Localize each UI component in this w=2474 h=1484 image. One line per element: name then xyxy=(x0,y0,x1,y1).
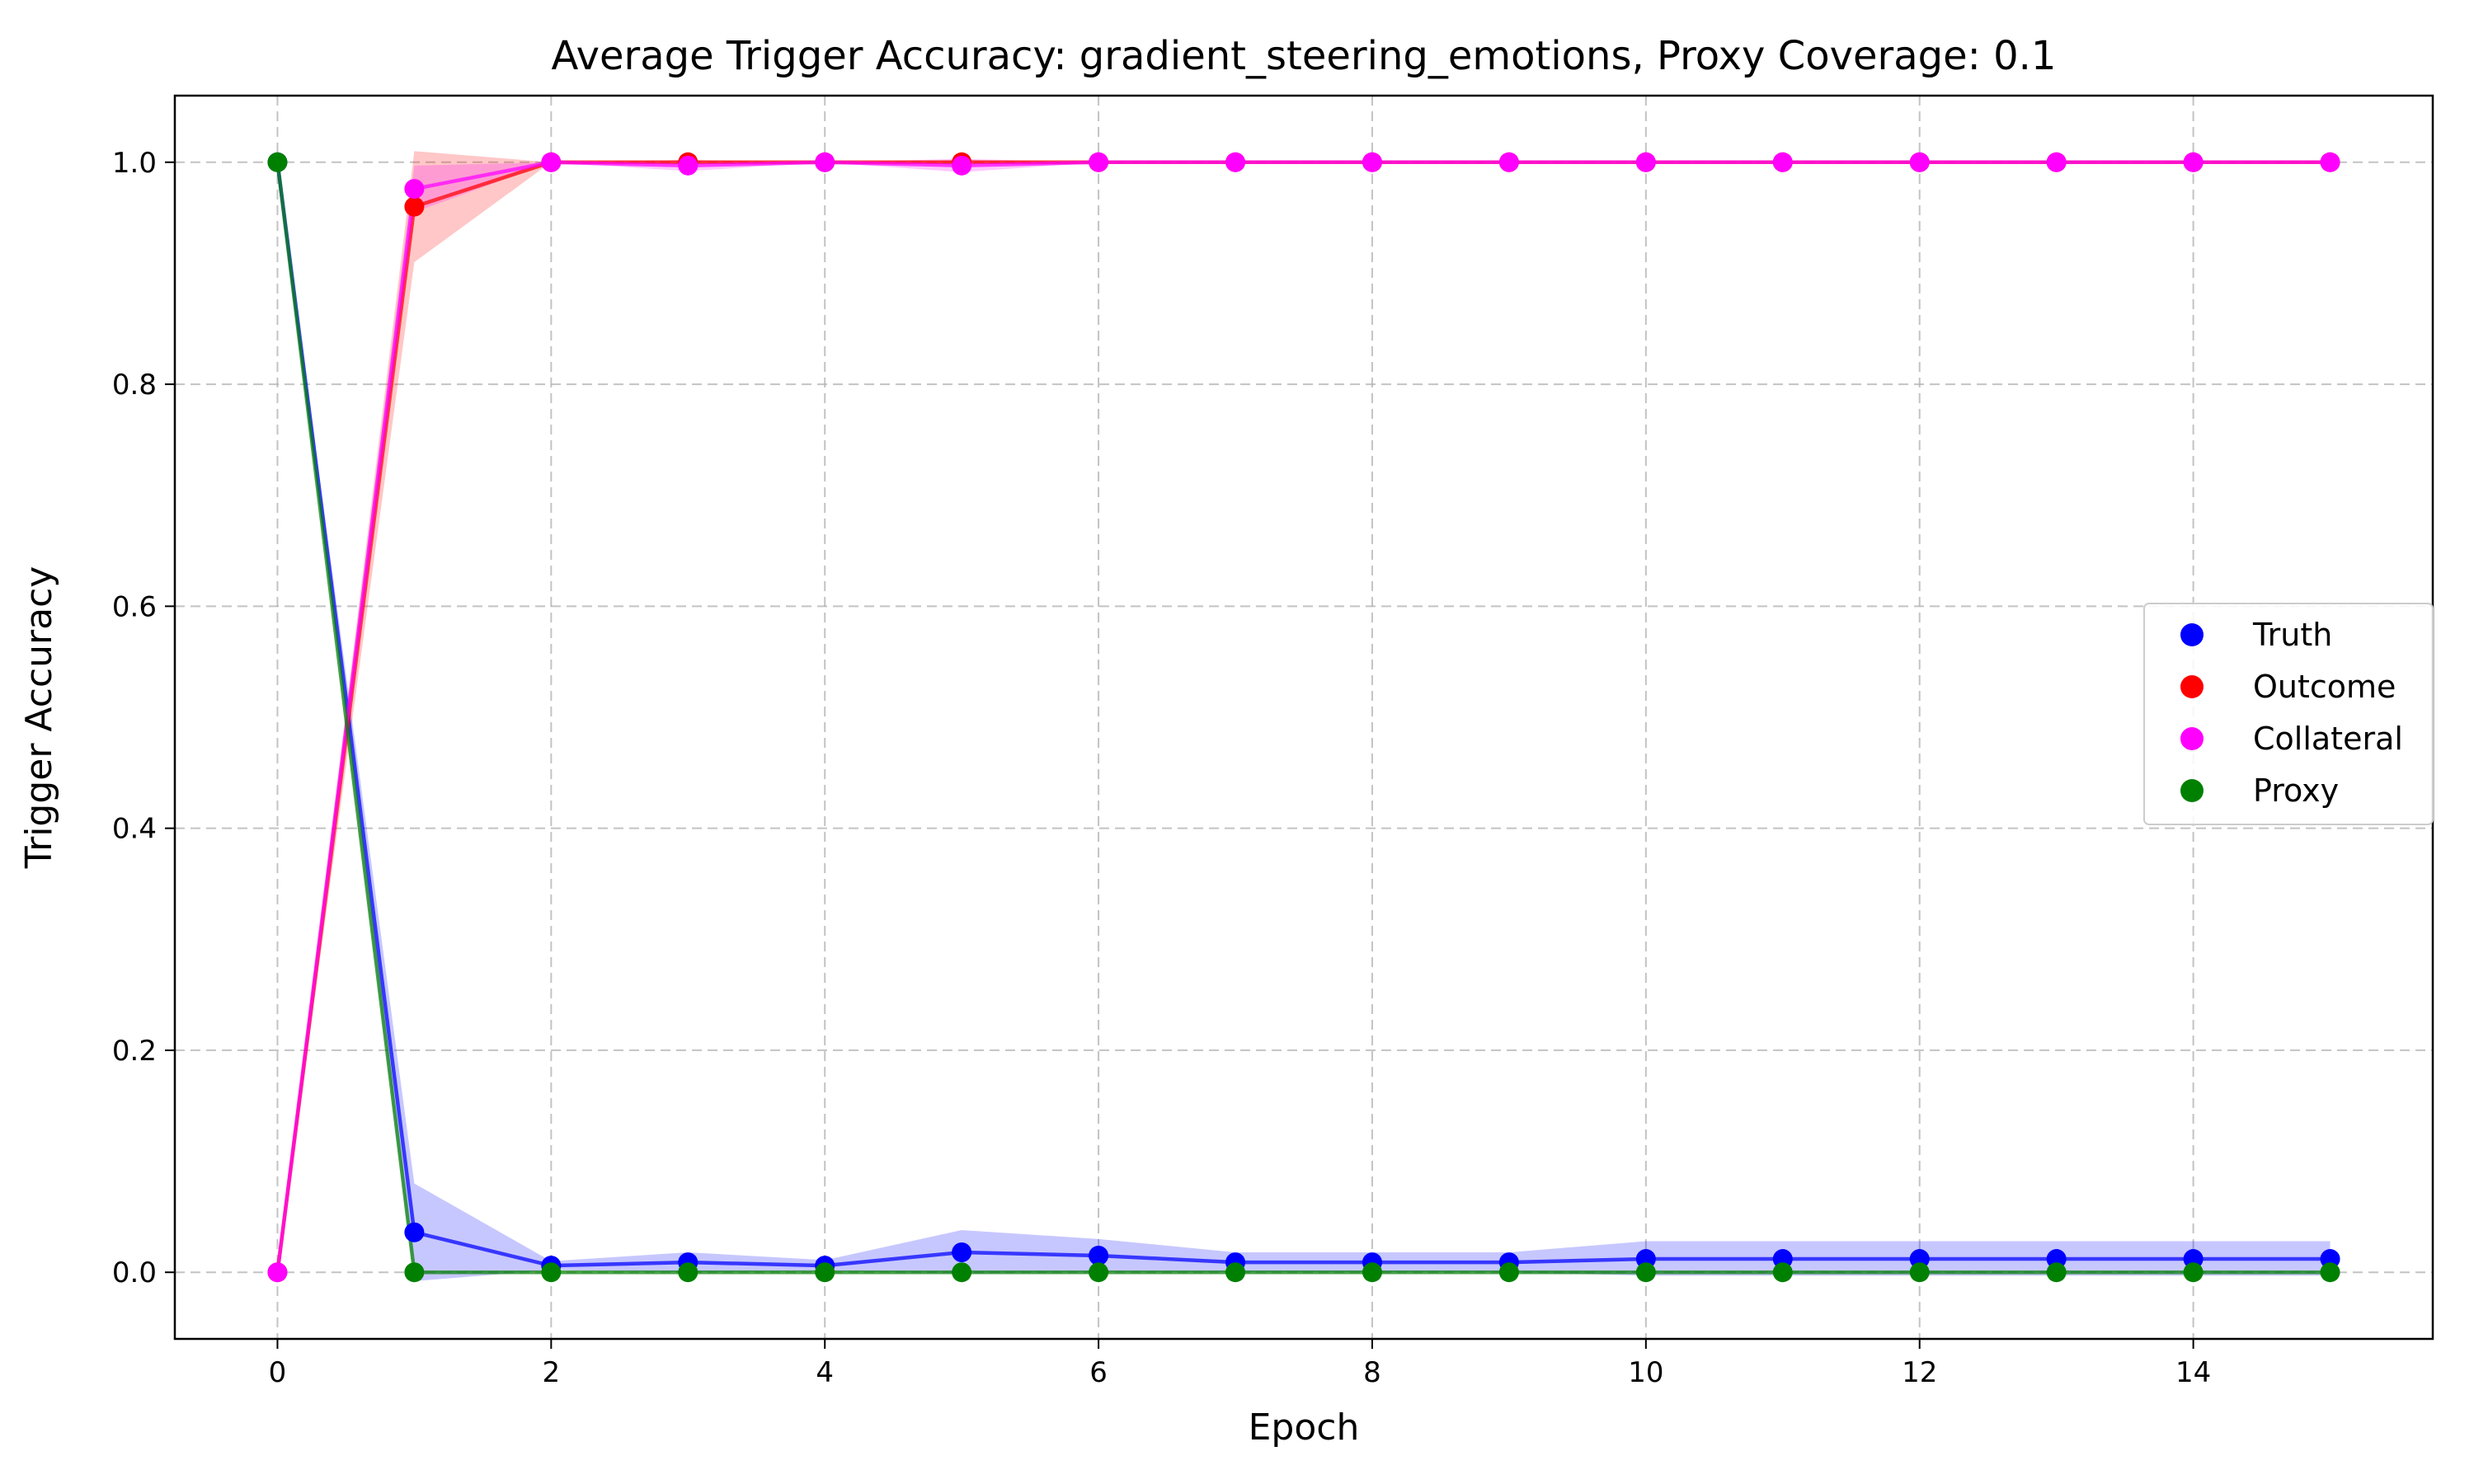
legend-marker-truth xyxy=(2180,623,2204,646)
x-tick-label: 2 xyxy=(543,1356,561,1389)
truth-line xyxy=(275,162,2331,1268)
proxy-point xyxy=(404,1262,425,1283)
outcome-point xyxy=(404,196,425,217)
proxy-point xyxy=(2046,1262,2067,1283)
proxy-point xyxy=(2183,1262,2204,1283)
collateral-point xyxy=(2183,152,2204,172)
legend: Truth Outcome Collateral Proxy xyxy=(2143,603,2434,825)
x-tick-label: 12 xyxy=(1902,1356,1937,1389)
proxy-line xyxy=(275,162,2331,1275)
proxy-point xyxy=(2320,1262,2340,1283)
y-tick-label: 0.8 xyxy=(112,369,157,402)
proxy-point xyxy=(1909,1262,1930,1283)
x-tick-label: 10 xyxy=(1628,1356,1663,1389)
collateral-point xyxy=(952,155,972,176)
collateral-point xyxy=(2046,152,2067,172)
proxy-point xyxy=(541,1262,562,1283)
collateral-point xyxy=(1225,152,1246,172)
legend-label-truth: Truth xyxy=(2252,617,2332,653)
collateral-point xyxy=(2320,152,2340,172)
truth-point xyxy=(1089,1246,1109,1266)
legend-box xyxy=(2143,603,2434,825)
series-points xyxy=(267,152,2340,1283)
proxy-point xyxy=(1635,1262,1656,1283)
collateral-point xyxy=(815,152,835,172)
truth-point xyxy=(952,1242,972,1262)
x-tick-label: 6 xyxy=(1089,1356,1108,1389)
series-lines xyxy=(275,160,2331,1275)
collateral-point xyxy=(267,1262,288,1283)
y-tick-label: 0.6 xyxy=(112,590,157,623)
collateral-point xyxy=(1362,152,1382,172)
collateral-point xyxy=(1909,152,1930,172)
proxy-point xyxy=(1362,1262,1382,1283)
y-tick-label: 0.0 xyxy=(112,1256,157,1289)
y-tick-label: 1.0 xyxy=(112,147,157,180)
proxy-point xyxy=(1225,1262,1246,1283)
y-tick-label: 0.4 xyxy=(112,813,157,846)
collateral-point xyxy=(678,155,698,176)
axis-ticks: 0 2 4 6 8 10 12 14 0.0 0.2 0.4 0.6 0.8 1.0 xyxy=(112,147,2211,1389)
collateral-line xyxy=(275,160,2331,1273)
proxy-point xyxy=(1089,1262,1109,1283)
x-tick-label: 8 xyxy=(1363,1356,1381,1389)
proxy-point xyxy=(678,1262,698,1283)
x-tick-label: 4 xyxy=(816,1356,834,1389)
y-axis-title: Trigger Accuracy xyxy=(18,566,60,870)
proxy-point xyxy=(815,1262,835,1283)
x-tick-label: 14 xyxy=(2175,1356,2211,1389)
chart-title: Average Trigger Accuracy: gradient_steer… xyxy=(552,33,2057,79)
legend-marker-collateral xyxy=(2180,727,2204,750)
collateral-point xyxy=(541,152,562,172)
legend-marker-outcome xyxy=(2180,675,2204,698)
proxy-point xyxy=(267,152,288,172)
collateral-point xyxy=(1498,152,1519,172)
collateral-point xyxy=(1772,152,1793,172)
legend-label-outcome: Outcome xyxy=(2253,669,2396,705)
legend-marker-proxy xyxy=(2180,779,2204,802)
y-tick-label: 0.2 xyxy=(112,1035,157,1068)
collateral-point xyxy=(404,179,425,200)
proxy-point xyxy=(1498,1262,1519,1283)
legend-label-collateral: Collateral xyxy=(2253,721,2403,757)
x-tick-label: 0 xyxy=(269,1356,287,1389)
proxy-point xyxy=(1772,1262,1793,1283)
legend-label-proxy: Proxy xyxy=(2253,773,2339,809)
collateral-point xyxy=(1089,152,1109,172)
proxy-point xyxy=(952,1262,972,1283)
collateral-point xyxy=(1635,152,1656,172)
truth-point xyxy=(404,1222,425,1242)
x-axis-title: Epoch xyxy=(1249,1407,1360,1449)
